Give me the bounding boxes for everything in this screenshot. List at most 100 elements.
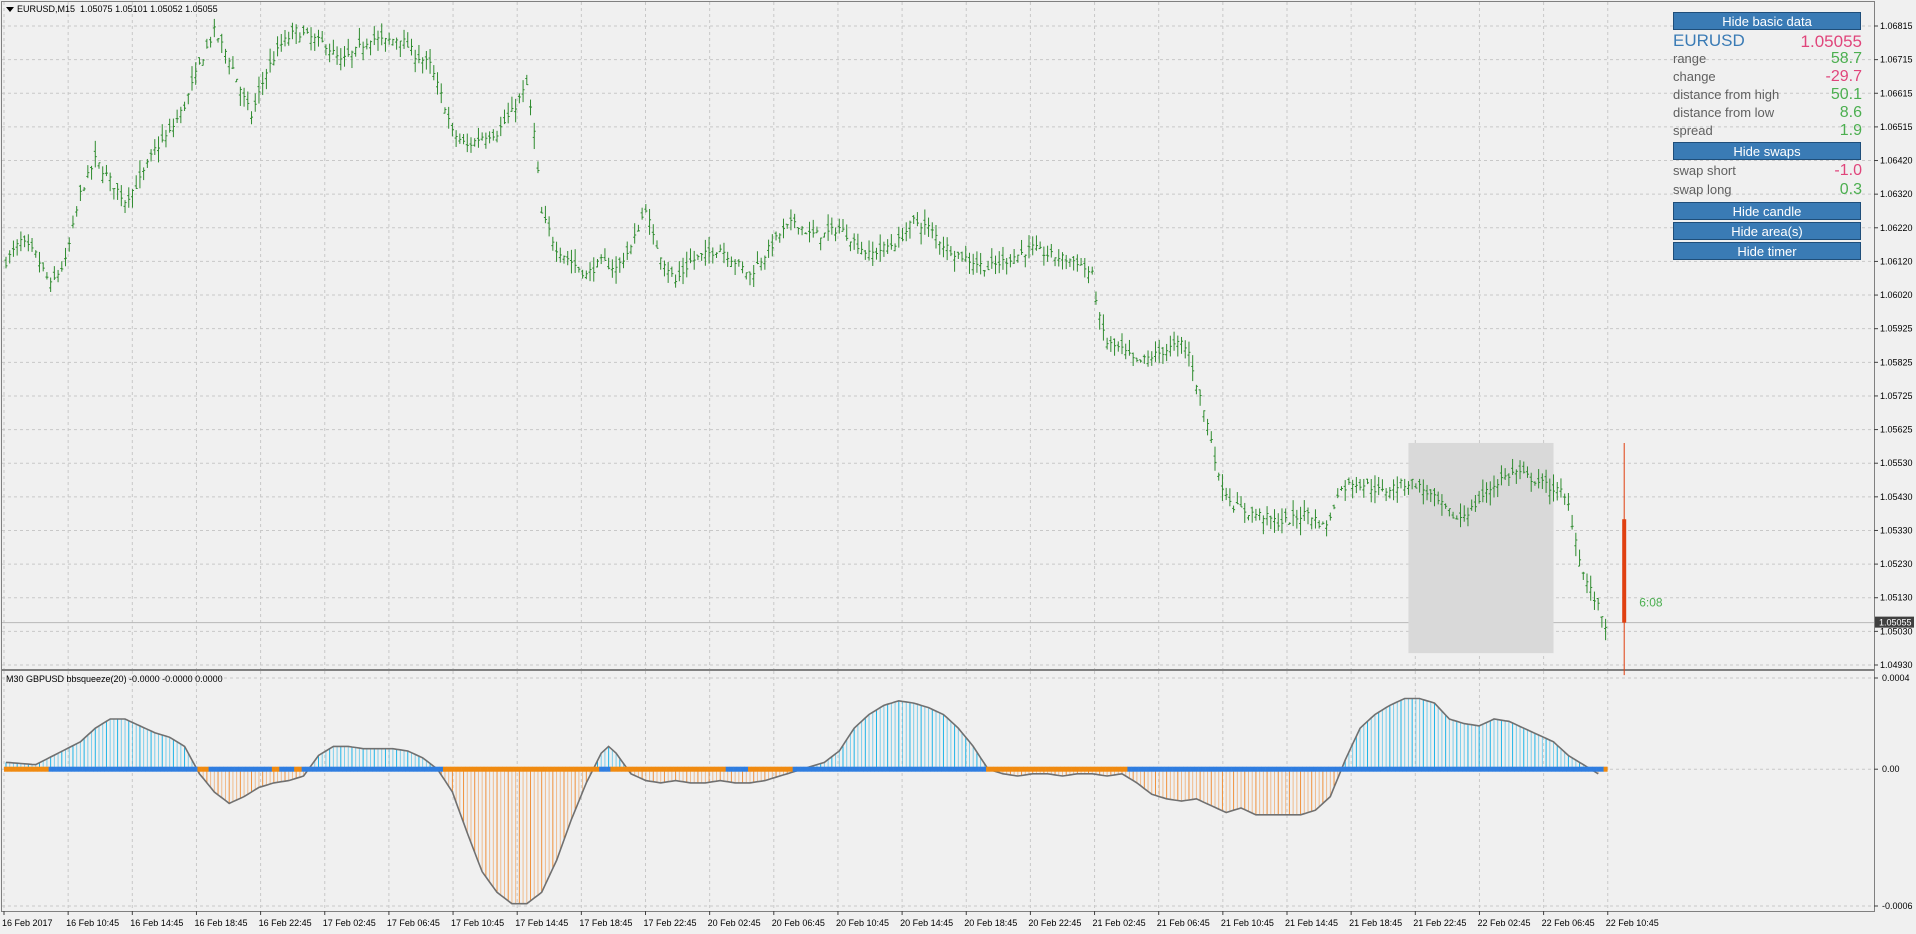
squeeze-dot (216, 766, 221, 772)
squeeze-dot (874, 766, 879, 772)
squeeze-dot (814, 766, 819, 772)
squeeze-dot (952, 766, 957, 772)
price-bar (428, 49, 432, 74)
squeeze-dot (346, 766, 351, 772)
squeeze-dot (1592, 766, 1597, 772)
indicator-pane[interactable] (1, 670, 1875, 912)
price-bar (729, 256, 733, 268)
squeeze-dot (338, 766, 343, 772)
session-area-rect (1408, 442, 1554, 654)
squeeze-dot (1298, 766, 1303, 772)
squeeze-dot (442, 766, 447, 772)
squeeze-dot (1514, 766, 1519, 772)
main-chart-pane[interactable] (1, 1, 1875, 670)
session-area-box (1408, 442, 1554, 654)
squeeze-dot (506, 766, 511, 772)
price-bar (1239, 496, 1243, 508)
squeeze-dot (59, 766, 64, 772)
time-axis-label: 17 Feb 22:45 (644, 918, 697, 928)
price-bar (1432, 488, 1436, 507)
squeeze-dot (948, 766, 953, 772)
price-bar (871, 241, 875, 266)
price-bar (264, 68, 268, 90)
squeeze-dot (141, 766, 146, 772)
price-bar (979, 252, 983, 275)
price-bar (1235, 492, 1239, 505)
price-bar (1258, 508, 1262, 521)
squeeze-dot (1213, 766, 1217, 772)
squeeze-dot (1372, 766, 1377, 772)
hide-basic-data-button[interactable]: Hide basic data (1673, 12, 1861, 30)
current-candle-body (1622, 519, 1627, 623)
price-bar (82, 187, 86, 192)
squeeze-dot (4, 766, 8, 772)
price-bar (1578, 549, 1582, 567)
squeeze-dot (253, 766, 258, 772)
squeeze-dot (710, 766, 715, 772)
price-bar (588, 262, 592, 282)
squeeze-dot (993, 766, 998, 772)
price-bar (1153, 341, 1157, 362)
squeeze-dot (435, 766, 440, 772)
hide-candle-button[interactable]: Hide candle (1673, 202, 1861, 220)
squeeze-dot (48, 766, 53, 772)
squeeze-dot (1320, 766, 1325, 772)
price-bar (659, 257, 663, 270)
price-bar (614, 256, 618, 284)
time-axis-label: 17 Feb 14:45 (515, 918, 568, 928)
price-bar (774, 231, 778, 241)
price-axis-label: 1.05825 (1880, 357, 1913, 367)
info-row-label: swap long (1673, 182, 1732, 197)
squeeze-dot (1131, 766, 1136, 772)
price-bar (495, 130, 499, 143)
price-bar (1101, 314, 1105, 341)
squeeze-dot (1242, 766, 1247, 772)
squeeze-dot (1138, 766, 1143, 772)
price-bar (1570, 514, 1574, 530)
price-bar (458, 133, 462, 144)
squeeze-dot (643, 766, 648, 772)
squeeze-dot (803, 766, 808, 772)
price-bar (160, 124, 164, 143)
squeeze-dot (1056, 766, 1061, 772)
squeeze-dot (93, 766, 98, 772)
squeeze-dot (673, 766, 678, 772)
price-bar (454, 130, 458, 147)
squeeze-dot (565, 766, 570, 772)
squeeze-dot (759, 766, 764, 772)
price-bar (893, 243, 897, 252)
info-row-value: 58.7 (1830, 50, 1862, 67)
price-bar (473, 138, 477, 147)
price-bar (752, 264, 756, 288)
price-bar (268, 48, 272, 73)
price-bar (941, 236, 945, 258)
info-row-label: change (1673, 69, 1716, 84)
squeeze-dot (1547, 766, 1552, 772)
price-bar (1232, 505, 1236, 513)
price-bar (982, 270, 986, 277)
squeeze-dot (249, 766, 254, 772)
price-bar (75, 206, 79, 217)
price-bar (279, 33, 283, 52)
squeeze-dot (524, 766, 529, 772)
price-bar (1481, 479, 1485, 503)
squeeze-dot (364, 766, 369, 772)
price-bar (108, 172, 112, 192)
hide-areas-button[interactable]: Hide area(s) (1673, 222, 1861, 240)
chart-menu-triangle-icon[interactable] (6, 7, 14, 13)
price-bar (677, 261, 681, 282)
squeeze-dot (1116, 766, 1121, 772)
price-bar (491, 129, 495, 141)
price-bar (1444, 503, 1448, 509)
info-row-swap-long: swap long 0.3 (1672, 181, 1864, 200)
price-bar (971, 253, 975, 275)
hide-swaps-button[interactable]: Hide swaps (1673, 142, 1861, 160)
price-bar (1194, 384, 1198, 395)
price-bar (138, 160, 142, 189)
squeeze-dot (1458, 766, 1463, 772)
squeeze-dot (342, 766, 347, 772)
squeeze-dot (1570, 766, 1575, 772)
squeeze-dot (562, 766, 566, 772)
hide-timer-button[interactable]: Hide timer (1673, 242, 1861, 260)
